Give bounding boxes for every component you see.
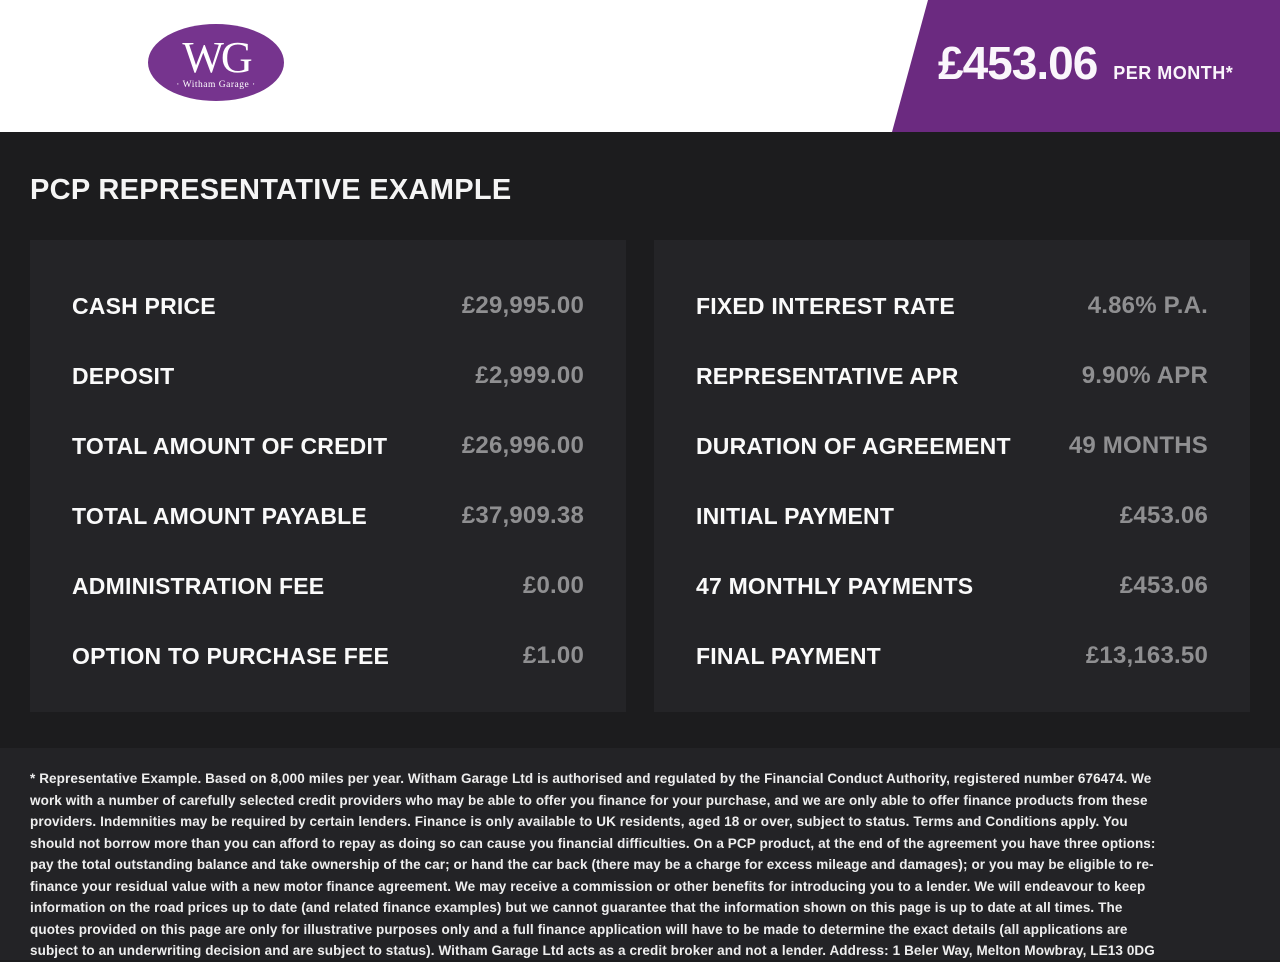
row-deposit: DEPOSIT £2,999.00 — [72, 341, 584, 411]
disclaimer-text: * Representative Example. Based on 8,000… — [30, 771, 1156, 958]
row-value: £26,996.00 — [461, 432, 584, 459]
row-label: CASH PRICE — [72, 292, 216, 319]
row-label: OPTION TO PURCHASE FEE — [72, 642, 390, 669]
finance-panels: CASH PRICE £29,995.00 DEPOSIT £2,999.00 … — [30, 240, 1250, 712]
row-value: £29,995.00 — [461, 292, 584, 319]
row-label: REPRESENTATIVE APR — [696, 362, 959, 389]
row-value: £453.06 — [1119, 572, 1208, 599]
row-value: £2,999.00 — [475, 362, 584, 389]
row-initial-payment: INITIAL PAYMENT £453.06 — [696, 481, 1208, 551]
row-value: 49 MONTHS — [1068, 432, 1208, 459]
row-value: £1.00 — [522, 642, 584, 669]
row-label: INITIAL PAYMENT — [696, 502, 895, 529]
row-label: TOTAL AMOUNT OF CREDIT — [72, 432, 388, 459]
row-option-to-purchase-fee: OPTION TO PURCHASE FEE £1.00 — [72, 621, 584, 691]
row-label: FIXED INTEREST RATE — [696, 292, 955, 319]
page-title: PCP REPRESENTATIVE EXAMPLE — [30, 174, 512, 206]
row-label: DEPOSIT — [72, 362, 175, 389]
finance-panel-left: CASH PRICE £29,995.00 DEPOSIT £2,999.00 … — [30, 240, 626, 712]
row-value: £453.06 — [1119, 502, 1208, 529]
row-cash-price: CASH PRICE £29,995.00 — [72, 271, 584, 341]
row-label: TOTAL AMOUNT PAYABLE — [72, 502, 367, 529]
row-value: £0.00 — [522, 572, 584, 599]
top-header-bar: WG · Witham Garage · £453.06 PER MONTH* — [0, 0, 1280, 132]
logo-monogram: WG — [182, 32, 252, 82]
disclaimer-footer: * Representative Example. Based on 8,000… — [0, 748, 1280, 960]
row-duration-of-agreement: DURATION OF AGREEMENT 49 MONTHS — [696, 411, 1208, 481]
monthly-price-banner-content: £453.06 PER MONTH* — [892, 0, 1280, 90]
row-representative-apr: REPRESENTATIVE APR 9.90% APR — [696, 341, 1208, 411]
row-total-amount-of-credit: TOTAL AMOUNT OF CREDIT £26,996.00 — [72, 411, 584, 481]
row-label: 47 MONTHLY PAYMENTS — [696, 572, 974, 599]
row-monthly-payments: 47 MONTHLY PAYMENTS £453.06 — [696, 551, 1208, 621]
main-content: PCP REPRESENTATIVE EXAMPLE CASH PRICE £2… — [0, 172, 1280, 712]
logo-dealer-name: · Witham Garage · — [176, 79, 256, 90]
row-value: £13,163.50 — [1085, 642, 1208, 669]
row-final-payment: FINAL PAYMENT £13,163.50 — [696, 621, 1208, 691]
row-fixed-interest-rate: FIXED INTEREST RATE 4.86% P.A. — [696, 271, 1208, 341]
row-administration-fee: ADMINISTRATION FEE £0.00 — [72, 551, 584, 621]
row-value: 9.90% APR — [1081, 362, 1208, 389]
row-label: ADMINISTRATION FEE — [72, 572, 325, 599]
monthly-price-period: PER MONTH* — [1113, 63, 1234, 83]
row-total-amount-payable: TOTAL AMOUNT PAYABLE £37,909.38 — [72, 481, 584, 551]
row-value: £37,909.38 — [461, 502, 584, 529]
monthly-price-banner: £453.06 PER MONTH* — [892, 0, 1280, 132]
row-value: 4.86% P.A. — [1087, 292, 1208, 319]
finance-panel-right: FIXED INTEREST RATE 4.86% P.A. REPRESENT… — [654, 240, 1250, 712]
row-label: DURATION OF AGREEMENT — [696, 432, 1011, 459]
witham-garage-logo[interactable]: WG · Witham Garage · — [148, 24, 284, 101]
monthly-price-amount: £453.06 — [938, 37, 1098, 89]
row-label: FINAL PAYMENT — [696, 642, 881, 669]
